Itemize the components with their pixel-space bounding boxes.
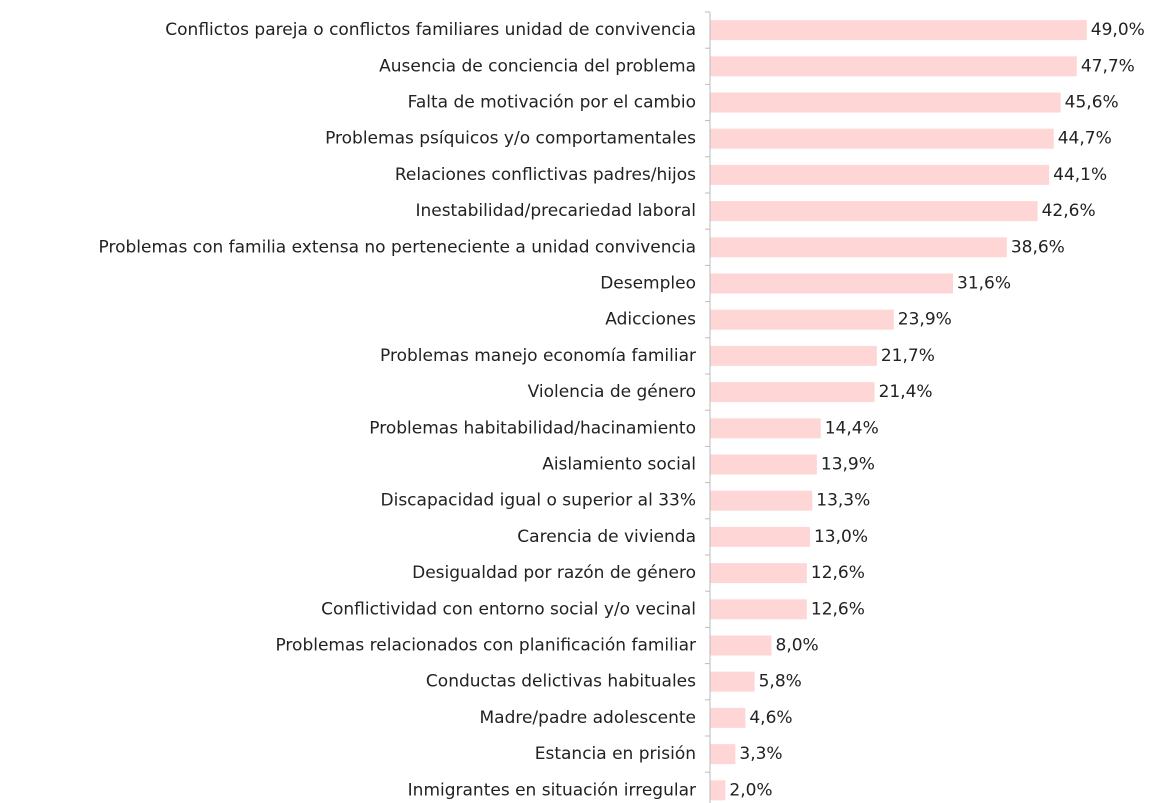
value-label: 13,3% xyxy=(816,491,870,511)
value-label: 44,1% xyxy=(1053,165,1107,185)
category-label: Violencia de género xyxy=(528,382,696,402)
value-label: 2,0% xyxy=(729,780,772,800)
category-label: Adicciones xyxy=(605,310,696,330)
bar xyxy=(710,563,807,584)
bar xyxy=(710,20,1087,41)
category-label: Conflictos pareja o conflictos familiare… xyxy=(165,20,696,40)
category-label: Conflictividad con entorno social y/o ve… xyxy=(321,599,696,619)
bar xyxy=(710,273,954,294)
value-label: 44,7% xyxy=(1058,129,1112,149)
value-label: 38,6% xyxy=(1011,237,1065,257)
bar xyxy=(710,92,1061,113)
bar xyxy=(710,309,894,330)
bar xyxy=(710,128,1054,149)
category-label: Ausencia de conciencia del problema xyxy=(379,56,696,76)
category-label: Madre/padre adolescente xyxy=(479,708,696,728)
category-label: Problemas habitabilidad/hacinamiento xyxy=(369,418,696,438)
bar xyxy=(710,418,821,439)
category-label: Discapacidad igual o superior al 33% xyxy=(381,491,696,511)
bar xyxy=(710,237,1007,258)
value-label: 13,0% xyxy=(814,527,868,547)
bar xyxy=(710,635,772,656)
value-label: 23,9% xyxy=(898,310,952,330)
bar xyxy=(710,526,810,547)
value-label: 3,3% xyxy=(739,744,782,764)
bar xyxy=(710,599,807,620)
category-label: Carencia de vivienda xyxy=(517,527,696,547)
bar xyxy=(710,56,1077,77)
bar xyxy=(710,671,755,692)
value-label: 5,8% xyxy=(759,672,802,692)
bar xyxy=(710,780,726,801)
category-label: Problemas psíquicos y/o comportamentales xyxy=(325,129,696,149)
category-label: Conductas delictivas habituales xyxy=(426,672,696,692)
value-label: 49,0% xyxy=(1091,20,1145,40)
category-label: Inmigrantes en situación irregular xyxy=(408,780,696,800)
value-label: 45,6% xyxy=(1065,93,1119,113)
bar xyxy=(710,744,736,765)
bar xyxy=(710,201,1038,222)
category-label: Inestabilidad/precariedad laboral xyxy=(415,201,696,221)
value-label: 21,7% xyxy=(881,346,935,366)
bar xyxy=(710,164,1050,185)
value-label: 47,7% xyxy=(1081,56,1135,76)
category-label: Desempleo xyxy=(600,274,696,294)
value-label: 14,4% xyxy=(825,418,879,438)
value-label: 42,6% xyxy=(1042,201,1096,221)
value-label: 13,9% xyxy=(821,455,875,475)
category-label: Desigualdad por razón de género xyxy=(412,563,696,583)
category-label: Problemas manejo economía familiar xyxy=(380,346,696,366)
category-label: Problemas relacionados con planificación… xyxy=(275,636,696,656)
category-label: Falta de motivación por el cambio xyxy=(408,93,696,113)
value-label: 12,6% xyxy=(811,563,865,583)
value-label: 31,6% xyxy=(957,274,1011,294)
category-label: Problemas con familia extensa no pertene… xyxy=(99,237,696,257)
value-label: 12,6% xyxy=(811,599,865,619)
category-label: Estancia en prisión xyxy=(535,744,696,764)
bar xyxy=(710,490,813,511)
value-label: 8,0% xyxy=(776,636,819,656)
bar xyxy=(710,454,817,475)
value-label: 21,4% xyxy=(879,382,933,402)
bar xyxy=(710,382,875,403)
category-label: Aislamiento social xyxy=(542,455,696,475)
category-label: Relaciones conflictivas padres/hijos xyxy=(395,165,696,185)
bar xyxy=(710,707,746,728)
value-label: 4,6% xyxy=(749,708,792,728)
bar xyxy=(710,345,877,366)
